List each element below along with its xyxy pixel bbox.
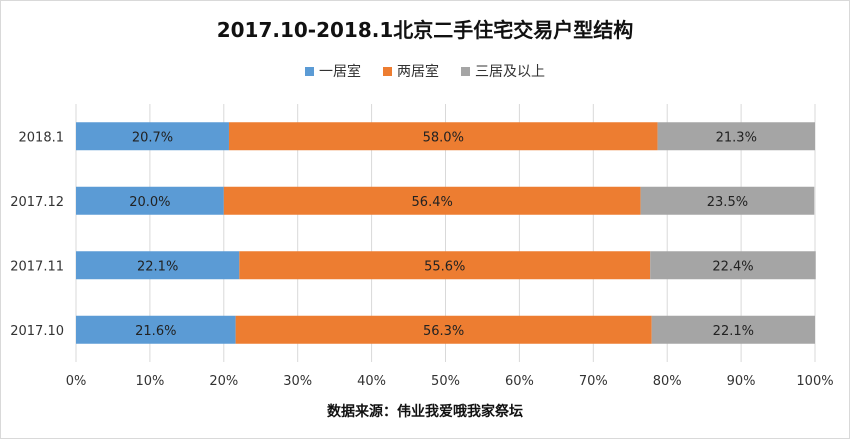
legend-item-1br: 一居室 xyxy=(305,61,361,81)
x-tick-label: 70% xyxy=(579,374,608,389)
bar-segment xyxy=(657,122,815,151)
data-label: 20.7% xyxy=(132,130,173,145)
x-tick-label: 90% xyxy=(727,374,756,389)
x-tick-label: 40% xyxy=(357,374,386,389)
data-label: 20.0% xyxy=(129,195,170,210)
bar-segment xyxy=(650,251,816,280)
bar-segment xyxy=(76,315,236,344)
x-tick-label: 30% xyxy=(283,374,312,389)
bar-segment xyxy=(235,315,652,344)
x-tick-label: 60% xyxy=(505,374,534,389)
bar-segment xyxy=(76,122,229,151)
bar-segment xyxy=(651,315,815,344)
legend-swatch-1br xyxy=(305,66,314,76)
bar-segment xyxy=(223,186,641,215)
data-label: 22.4% xyxy=(712,259,753,274)
data-label: 58.0% xyxy=(423,130,464,145)
data-label: 56.3% xyxy=(423,324,464,339)
data-label: 23.5% xyxy=(707,195,748,210)
legend-item-3br: 三居及以上 xyxy=(461,61,545,81)
bar-segment xyxy=(76,251,240,280)
bar-segment xyxy=(239,251,651,280)
legend: 一居室 两居室 三居及以上 xyxy=(0,61,850,81)
y-category-label: 2017.11 xyxy=(10,259,64,274)
x-tick-label: 20% xyxy=(209,374,238,389)
x-tick-label: 10% xyxy=(135,374,164,389)
legend-swatch-2br xyxy=(383,66,392,76)
data-label: 55.6% xyxy=(424,259,465,274)
x-tick-label: 0% xyxy=(66,374,87,389)
legend-item-2br: 两居室 xyxy=(383,61,439,81)
y-category-label: 2018.1 xyxy=(19,130,65,145)
data-label: 21.3% xyxy=(716,130,757,145)
x-tick-label: 50% xyxy=(431,374,460,389)
y-category-label: 2017.12 xyxy=(10,195,64,210)
y-category-label: 2017.10 xyxy=(10,324,64,339)
bar-segment xyxy=(640,186,815,215)
legend-label-1br: 一居室 xyxy=(319,64,361,80)
data-label: 21.6% xyxy=(135,324,176,339)
source-note: 数据来源：伟业我爱哦我家祭坛 xyxy=(327,404,523,420)
x-tick-label: 80% xyxy=(653,374,682,389)
data-label: 56.4% xyxy=(412,195,453,210)
legend-label-2br: 两居室 xyxy=(397,64,439,80)
legend-swatch-3br xyxy=(461,66,470,76)
data-label: 22.1% xyxy=(713,324,754,339)
x-tick-label: 100% xyxy=(796,374,833,389)
bar-segment xyxy=(76,186,224,215)
legend-label-3br: 三居及以上 xyxy=(475,64,545,80)
data-label: 22.1% xyxy=(137,259,178,274)
bar-segment xyxy=(228,122,658,151)
chart-title: 2017.10-2018.1北京二手住宅交易户型结构 xyxy=(216,18,634,42)
